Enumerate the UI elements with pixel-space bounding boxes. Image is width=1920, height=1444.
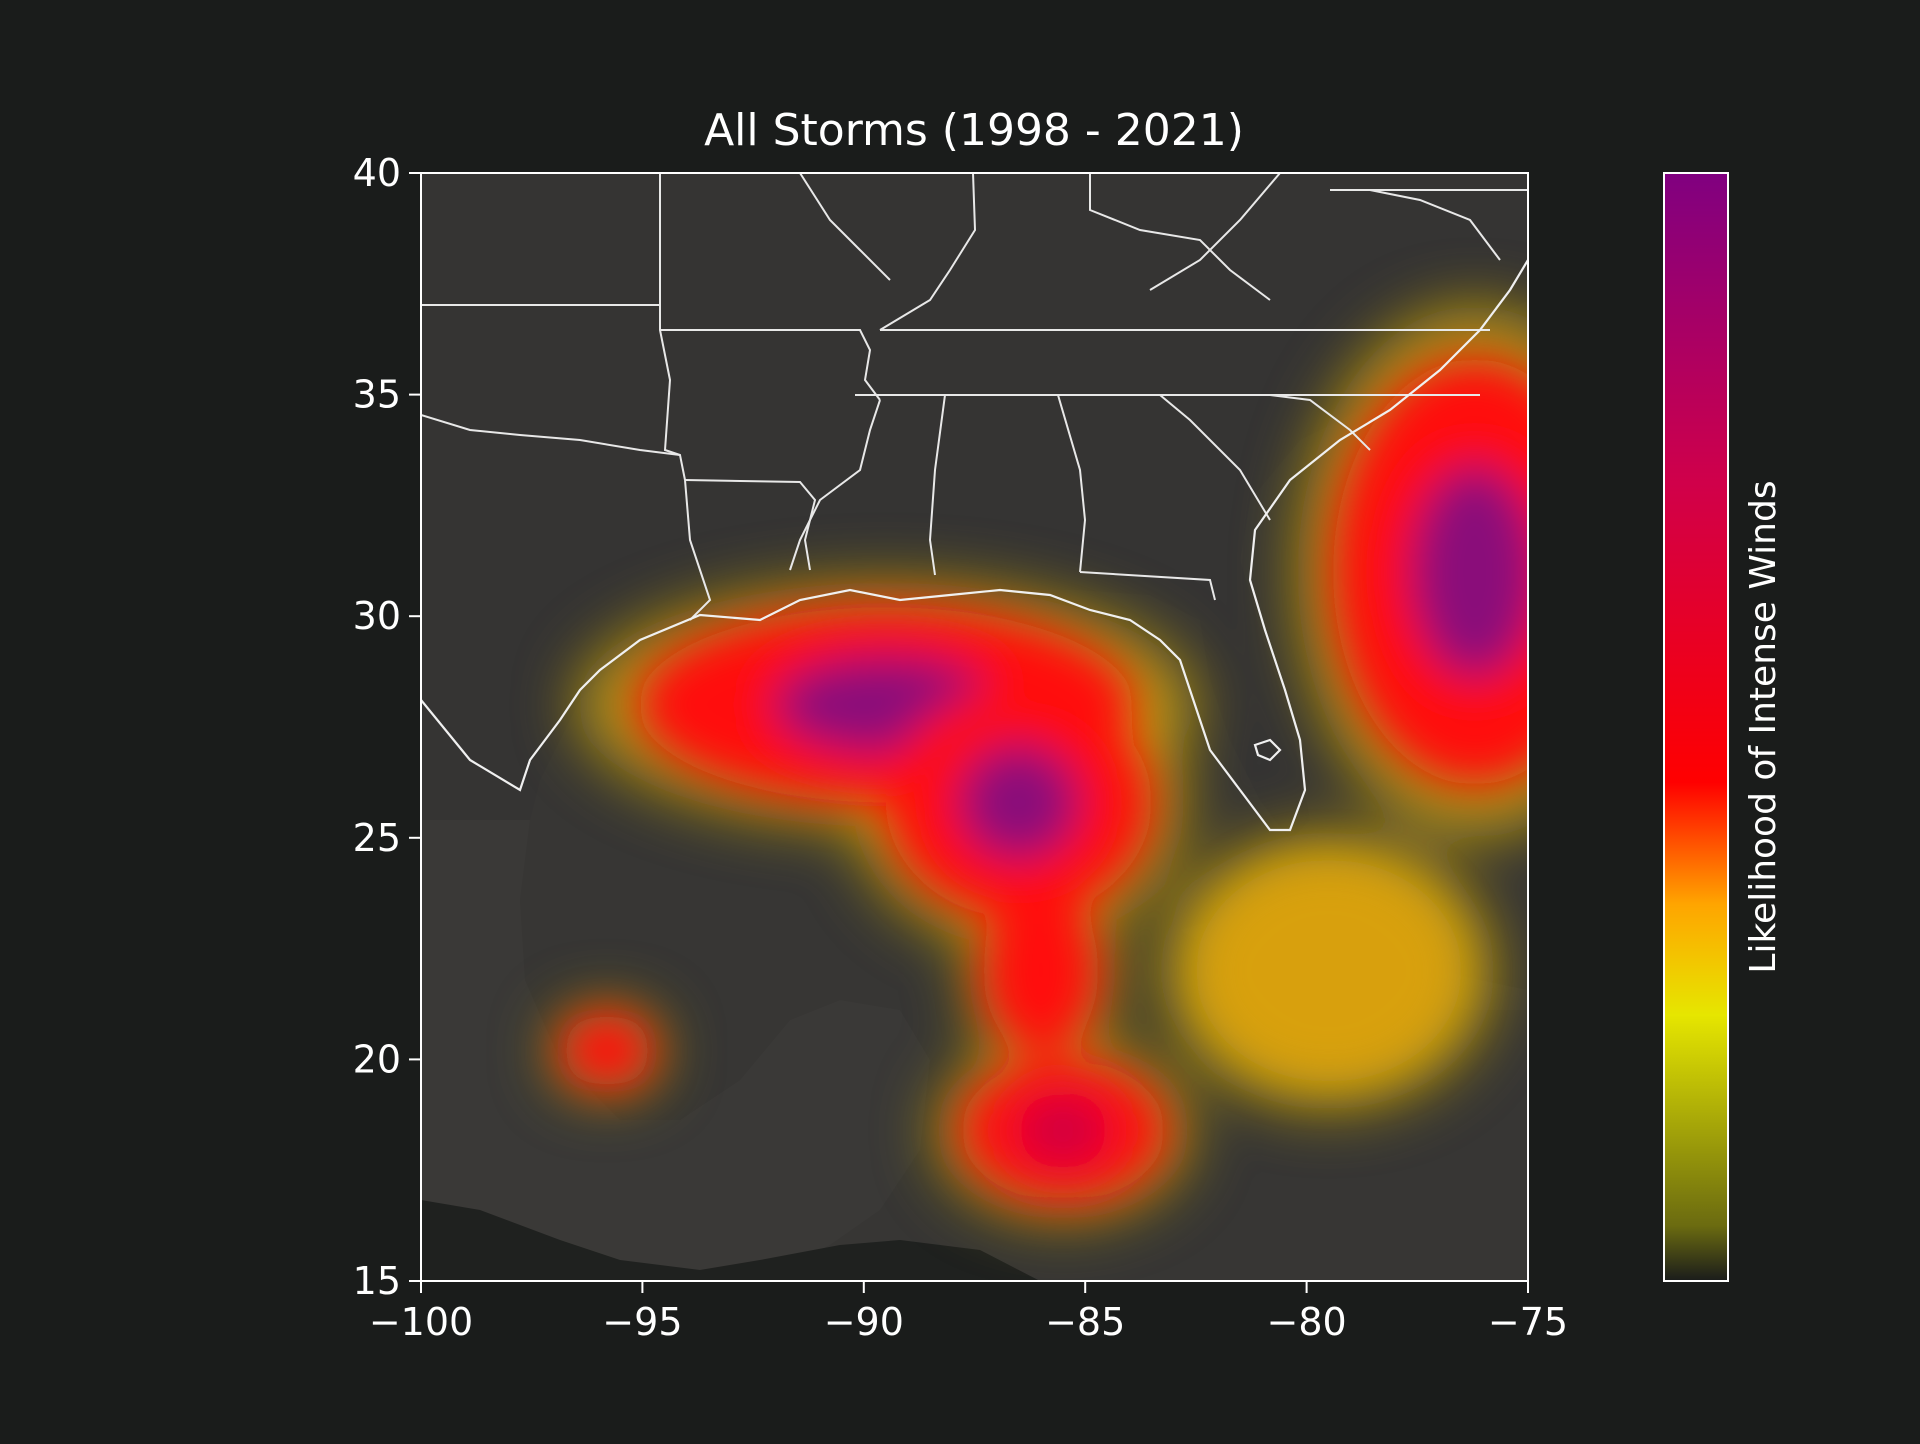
heat-core-western-atlantic [1411,465,1528,679]
colorbar: Likelihood of Intense Winds [1663,172,1784,1282]
y-tick-label: 20 [353,1037,401,1081]
plot-frame [420,172,1529,1282]
x-tick-label: −90 [824,1300,904,1344]
x-axis: −100 −95 −90 −85 −80 −75 [369,1281,1568,1344]
land-mexico-yucatan [421,820,930,1281]
y-tick-label: 15 [353,1259,401,1303]
y-tick-label: 25 [353,816,401,860]
x-tick-label: −85 [1045,1300,1125,1344]
x-tick-label: −75 [1488,1300,1568,1344]
plot-area [421,173,1528,1281]
heat-body-yucatan-channel [983,886,1099,1055]
x-tick-label: −100 [369,1300,473,1344]
heat-core-caribbean-west [1017,1094,1109,1166]
chart-title: All Storms (1998 - 2021) [704,105,1244,156]
heat-body-cuba-bahamas [1195,859,1462,1082]
heat-layer [551,306,1528,1219]
y-tick-label: 40 [353,151,401,195]
y-axis: 15 20 25 30 35 40 [353,151,421,1303]
y-tick-label: 30 [353,594,401,638]
land-north-america [421,173,1528,840]
x-tick-label: −95 [602,1300,682,1344]
heat-core-central-gulf [959,744,1079,860]
heat-core-group [562,359,1528,1202]
colorbar-label: Likelihood of Intense Winds [1743,480,1784,973]
ocean-pacific-dark [421,1200,1040,1281]
y-tick-label: 35 [353,373,401,417]
heat-body-bay-of-campeche [562,1015,652,1086]
colorbar-frame [1663,172,1729,1282]
state-boundaries [421,173,1528,621]
x-tick-label: −80 [1266,1300,1346,1344]
colorbar-fill [1664,173,1728,1281]
coastline [421,259,1528,832]
